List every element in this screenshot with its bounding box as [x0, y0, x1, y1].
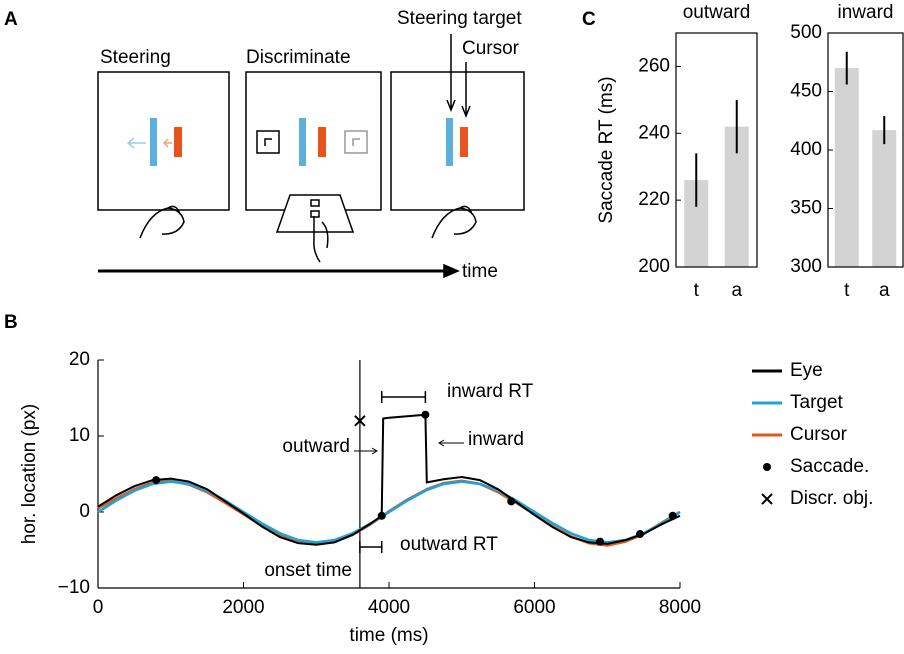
legend-label: Eye [790, 360, 823, 381]
arrow [446, 34, 456, 113]
label: Discriminate [246, 47, 351, 68]
legend-label: Discr. obj. [790, 488, 873, 509]
screen [97, 71, 230, 211]
y-axis-label: hor. location (px) [19, 404, 40, 544]
x-tick-label: a [731, 280, 742, 301]
y-tick-label: 260 [638, 55, 670, 76]
bar [872, 130, 897, 267]
series-line [97, 413, 681, 546]
arrow [162, 138, 172, 148]
discr-object [344, 130, 368, 154]
y-tick-label: 500 [790, 22, 822, 43]
discr-object [256, 130, 280, 154]
legend-label: Target [790, 392, 844, 413]
saccade-marker [152, 476, 161, 485]
legend-swatch [761, 493, 773, 505]
arrow [438, 439, 464, 447]
y-tick-label: −10 [58, 577, 90, 598]
x-tick-label: 0 [93, 597, 104, 618]
annotation: inward RT [447, 381, 534, 402]
x-tick-label: 6000 [513, 597, 555, 618]
x-tick-label: 2000 [222, 597, 264, 618]
y-tick-label: 200 [638, 256, 670, 277]
label: Cursor [462, 38, 520, 59]
x-tick-label: 4000 [368, 597, 410, 618]
x-tick-label: a [879, 280, 890, 301]
hand [431, 205, 477, 239]
schematic [97, 34, 525, 279]
legend-label: Cursor [790, 424, 848, 445]
discr-marker [354, 415, 366, 427]
discr-object [352, 138, 360, 146]
bracket [380, 391, 427, 403]
hand [313, 216, 329, 263]
annotation: onset time [264, 560, 352, 581]
label: Steering target [397, 8, 522, 29]
legend-swatch [763, 463, 771, 471]
key [310, 210, 320, 218]
time-arrow [443, 263, 460, 279]
label: Steering [100, 47, 171, 68]
target-bar [446, 118, 453, 166]
discr-object [264, 138, 272, 146]
cursor-bar [318, 127, 326, 157]
x-axis-label: time (ms) [349, 625, 428, 646]
y-tick-label: 20 [69, 349, 90, 370]
panel-label: B [4, 312, 18, 333]
screen [245, 71, 382, 211]
saccade-marker [421, 410, 430, 419]
arrow [126, 137, 146, 149]
saccade-marker [635, 530, 644, 539]
saccade-marker [377, 511, 386, 520]
y-axis-label: Saccade RT (ms) [596, 76, 617, 223]
y-tick-label: 10 [69, 425, 90, 446]
annotation: outward [282, 436, 350, 457]
y-tick-label: 0 [79, 501, 90, 522]
bar [834, 68, 859, 267]
x-tick-label: t [844, 280, 850, 301]
panel-label: C [582, 9, 596, 30]
arrow [354, 447, 378, 455]
cursor-bar [460, 127, 468, 157]
annotation: inward [468, 429, 524, 450]
y-tick-label: 400 [790, 139, 822, 160]
arrow [461, 62, 471, 119]
key [310, 199, 320, 207]
y-tick-label: 240 [638, 122, 670, 143]
saccade-marker [507, 497, 516, 506]
y-tick-label: 450 [790, 81, 822, 102]
bracket [359, 541, 383, 553]
annotation: outward RT [400, 534, 498, 555]
keypad [275, 194, 355, 233]
chart-title: inward [838, 2, 894, 23]
axes-box [675, 32, 758, 268]
screen [390, 71, 525, 211]
saccade-marker [595, 537, 604, 546]
target-bar [299, 118, 306, 166]
label: time [462, 261, 498, 282]
panel-label: A [4, 9, 18, 30]
series-line [97, 480, 681, 544]
hand [139, 205, 185, 239]
x-tick-label: t [694, 280, 700, 301]
cursor-bar [174, 127, 182, 157]
legend-label: Saccade. [790, 456, 869, 477]
x-tick-label: 8000 [659, 597, 701, 618]
saccade-marker [668, 511, 677, 520]
y-tick-label: 350 [790, 198, 822, 219]
y-tick-label: 300 [790, 256, 822, 277]
y-tick-label: 220 [638, 189, 670, 210]
target-bar [150, 118, 157, 166]
chart-title: outward [683, 2, 751, 23]
